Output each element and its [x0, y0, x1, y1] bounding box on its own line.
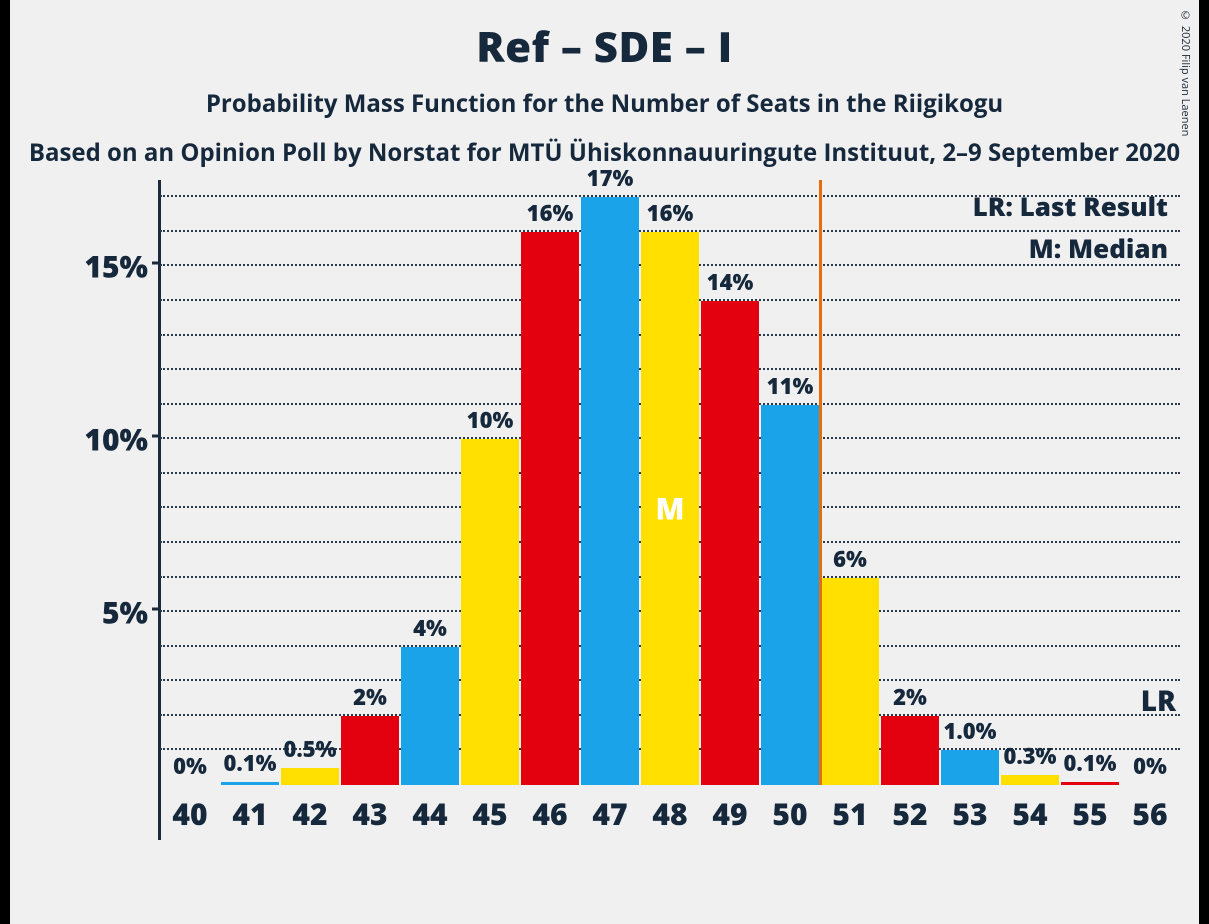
y-tick-label: 5%	[70, 592, 148, 633]
bar-value-label: 16%	[527, 198, 574, 228]
last-result-label: LR	[1141, 682, 1176, 720]
bar-value-label: 0.1%	[1063, 748, 1116, 778]
bar-value-label: 10%	[467, 405, 514, 435]
bar	[1001, 775, 1060, 785]
bar-value-label: 14%	[707, 267, 754, 297]
bar-value-label: 2%	[893, 682, 927, 712]
bar	[461, 439, 520, 785]
bar-value-label: 0%	[1133, 751, 1167, 781]
bar-value-label: 0%	[173, 751, 207, 781]
right-edge	[1199, 0, 1209, 924]
x-tick-label: 49	[712, 793, 747, 834]
x-tick-label: 52	[892, 793, 927, 834]
bar	[1061, 782, 1120, 785]
bar-value-label: 0.5%	[283, 734, 336, 764]
x-tick-label: 55	[1072, 793, 1107, 834]
bar-value-label: 6%	[833, 544, 867, 574]
bar-value-label: 0.3%	[1003, 741, 1056, 771]
bar	[881, 716, 940, 785]
x-tick-label: 45	[472, 793, 507, 834]
x-tick-label: 42	[292, 793, 327, 834]
bar-value-label: 17%	[587, 163, 634, 193]
bar	[701, 301, 760, 785]
bar-value-label: 1.0%	[943, 716, 996, 746]
chart: 0%400.1%410.5%422%434%4410%4516%4617%471…	[70, 180, 1180, 840]
x-tick-label: 40	[172, 793, 207, 834]
y-tick-mark	[152, 435, 161, 438]
copyright-text: © 2020 Filip van Laenen	[1178, 8, 1193, 136]
y-tick-label: 15%	[70, 246, 148, 287]
plot-area: 0%400.1%410.5%422%434%4410%4516%4617%471…	[160, 180, 1180, 840]
x-tick-label: 41	[232, 793, 267, 834]
legend-last-result: LR: Last Result	[973, 188, 1168, 224]
x-tick-label: 56	[1132, 793, 1167, 834]
x-tick-label: 47	[592, 793, 627, 834]
bar-value-label: 0.1%	[223, 748, 276, 778]
title-main: Ref – SDE – I	[0, 0, 1209, 75]
x-tick-label: 46	[532, 793, 567, 834]
median-marker: M	[655, 488, 684, 529]
last-result-line	[819, 180, 822, 785]
bar-value-label: 4%	[413, 613, 447, 643]
y-tick-mark	[152, 608, 161, 611]
bar	[821, 578, 880, 785]
bar	[581, 197, 640, 785]
legend-median: M: Median	[1029, 230, 1168, 266]
y-tick-label: 10%	[70, 419, 148, 460]
x-tick-label: 50	[772, 793, 807, 834]
bar-value-label: 2%	[353, 682, 387, 712]
bar	[761, 405, 820, 785]
bar	[221, 782, 280, 785]
x-tick-label: 44	[412, 793, 447, 834]
bar-value-label: 16%	[647, 198, 694, 228]
x-tick-label: 48	[652, 793, 687, 834]
x-tick-label: 43	[352, 793, 387, 834]
x-tick-label: 51	[832, 793, 867, 834]
left-edge	[0, 0, 10, 924]
bar-value-label: 11%	[767, 371, 814, 401]
bar	[401, 647, 460, 785]
bar	[281, 768, 340, 785]
bar	[341, 716, 400, 785]
x-tick-label: 54	[1012, 793, 1047, 834]
title-sub: Probability Mass Function for the Number…	[0, 87, 1209, 120]
y-tick-mark	[152, 262, 161, 265]
x-tick-label: 53	[952, 793, 987, 834]
bar	[941, 750, 1000, 785]
titles: Ref – SDE – I Probability Mass Function …	[0, 0, 1209, 169]
bar	[521, 232, 580, 785]
